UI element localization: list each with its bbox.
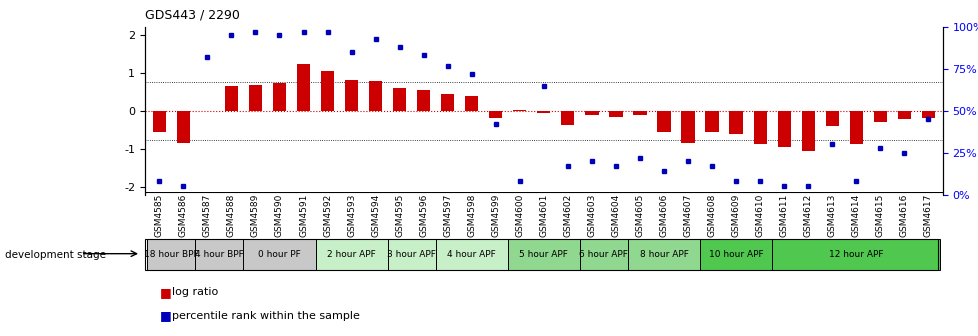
- Text: GSM4604: GSM4604: [611, 194, 620, 237]
- Bar: [196, 239, 244, 270]
- Bar: [417, 90, 430, 111]
- Text: GSM4597: GSM4597: [443, 194, 452, 237]
- Bar: [225, 86, 238, 111]
- Text: GSM4606: GSM4606: [659, 194, 668, 237]
- Bar: [777, 111, 790, 147]
- Text: 5 hour APF: 5 hour APF: [519, 250, 567, 259]
- Text: GSM4589: GSM4589: [250, 194, 260, 237]
- Text: 10 hour APF: 10 hour APF: [708, 250, 763, 259]
- Text: GSM4616: GSM4616: [899, 194, 908, 237]
- Text: GSM4603: GSM4603: [587, 194, 596, 237]
- Bar: [627, 239, 699, 270]
- Text: 2 hour APF: 2 hour APF: [327, 250, 376, 259]
- Text: 3 hour APF: 3 hour APF: [387, 250, 435, 259]
- Text: GSM4614: GSM4614: [851, 194, 860, 237]
- Text: GSM4599: GSM4599: [491, 194, 500, 237]
- Bar: [147, 239, 196, 270]
- Bar: [435, 239, 508, 270]
- Bar: [897, 111, 910, 119]
- Text: GSM4602: GSM4602: [562, 194, 572, 237]
- Text: GSM4611: GSM4611: [778, 194, 788, 237]
- Text: GSM4585: GSM4585: [155, 194, 163, 237]
- Bar: [315, 239, 387, 270]
- Bar: [153, 111, 165, 132]
- Text: development stage: development stage: [5, 250, 106, 260]
- Text: 18 hour BPF: 18 hour BPF: [144, 250, 199, 259]
- Bar: [244, 239, 315, 270]
- Text: GSM4607: GSM4607: [683, 194, 691, 237]
- Text: GSM4608: GSM4608: [707, 194, 716, 237]
- Bar: [729, 111, 742, 134]
- Text: GSM4596: GSM4596: [419, 194, 427, 237]
- Bar: [508, 239, 579, 270]
- Bar: [801, 111, 814, 151]
- Text: 6 hour APF: 6 hour APF: [579, 250, 628, 259]
- Text: GSM4592: GSM4592: [323, 194, 332, 237]
- Bar: [296, 64, 310, 111]
- Text: 0 hour PF: 0 hour PF: [258, 250, 300, 259]
- Text: GSM4595: GSM4595: [395, 194, 404, 237]
- Text: GSM4605: GSM4605: [635, 194, 644, 237]
- Bar: [608, 111, 622, 117]
- Text: GDS443 / 2290: GDS443 / 2290: [145, 9, 240, 22]
- Text: GSM4615: GSM4615: [875, 194, 884, 237]
- Bar: [849, 111, 862, 144]
- Bar: [921, 111, 934, 118]
- Text: percentile rank within the sample: percentile rank within the sample: [172, 311, 360, 321]
- Text: GSM4593: GSM4593: [347, 194, 356, 237]
- Bar: [585, 111, 598, 115]
- Text: 4 hour BPF: 4 hour BPF: [195, 250, 244, 259]
- Bar: [489, 111, 502, 118]
- Text: GSM4610: GSM4610: [755, 194, 764, 237]
- Text: GSM4591: GSM4591: [298, 194, 308, 237]
- Bar: [560, 111, 574, 125]
- Text: 12 hour APF: 12 hour APF: [828, 250, 882, 259]
- Text: GSM4600: GSM4600: [514, 194, 524, 237]
- Text: 8 hour APF: 8 hour APF: [639, 250, 688, 259]
- Text: GSM4601: GSM4601: [539, 194, 548, 237]
- Bar: [369, 81, 381, 111]
- Bar: [321, 71, 333, 111]
- Text: ■: ■: [159, 286, 171, 299]
- Bar: [441, 94, 454, 111]
- Bar: [248, 85, 262, 111]
- Text: log ratio: log ratio: [172, 287, 218, 297]
- Bar: [772, 239, 940, 270]
- Bar: [537, 111, 550, 113]
- Text: GSM4612: GSM4612: [803, 194, 812, 237]
- Text: GSM4590: GSM4590: [275, 194, 284, 237]
- Text: GSM4598: GSM4598: [467, 194, 475, 237]
- Text: GSM4594: GSM4594: [371, 194, 379, 237]
- Bar: [872, 111, 886, 122]
- Bar: [387, 239, 435, 270]
- Bar: [656, 111, 670, 132]
- Text: GSM4588: GSM4588: [227, 194, 236, 237]
- Text: GSM4613: GSM4613: [826, 194, 836, 237]
- Bar: [273, 83, 286, 111]
- Bar: [705, 111, 718, 132]
- Bar: [392, 88, 406, 111]
- Bar: [344, 80, 358, 111]
- Text: GSM4609: GSM4609: [731, 194, 739, 237]
- Text: GSM4586: GSM4586: [179, 194, 188, 237]
- Bar: [699, 239, 772, 270]
- Bar: [177, 111, 190, 143]
- Bar: [824, 111, 838, 126]
- Text: GSM4617: GSM4617: [923, 194, 932, 237]
- Bar: [753, 111, 766, 144]
- Text: 4 hour APF: 4 hour APF: [447, 250, 496, 259]
- Text: GSM4587: GSM4587: [202, 194, 211, 237]
- Bar: [512, 110, 526, 111]
- Bar: [579, 239, 627, 270]
- Text: ■: ■: [159, 309, 171, 322]
- Bar: [465, 96, 478, 111]
- Bar: [633, 111, 645, 116]
- Bar: [681, 111, 694, 143]
